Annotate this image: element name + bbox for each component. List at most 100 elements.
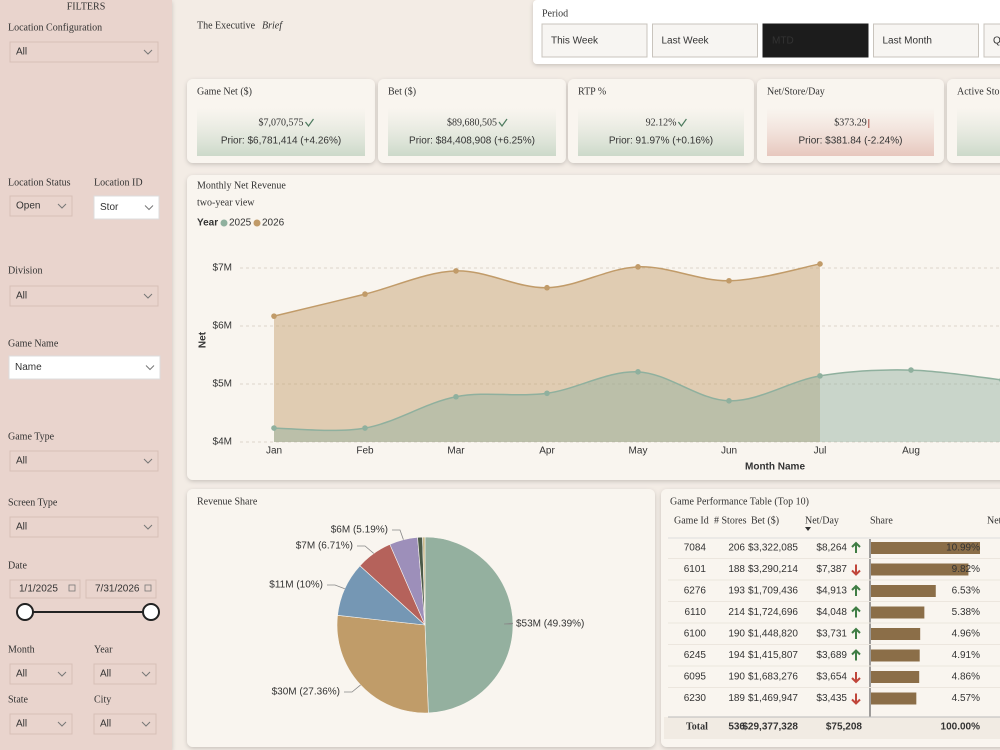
chevron-icon [57, 671, 67, 677]
kpi-value: $373.29 [834, 117, 867, 128]
kpi-label: RTP % [578, 86, 606, 97]
kpi-trend-icon [498, 118, 508, 128]
dropdown[interactable] [9, 663, 73, 685]
cell: 6.53% [952, 586, 980, 597]
filter-label: Year [94, 644, 113, 655]
dropdown[interactable] [9, 713, 73, 735]
period-button[interactable] [652, 23, 758, 58]
share-bar [871, 649, 920, 662]
period-button-label: This Week [551, 36, 599, 47]
kpi-label: Active Sto [957, 86, 1000, 97]
total-cell: $29,377,328 [742, 722, 798, 733]
calendar-icon [144, 584, 152, 592]
data-point [362, 425, 368, 431]
search-box[interactable] [93, 195, 160, 220]
chevron-icon [144, 205, 154, 211]
pie-label: $6M (5.19%) [331, 525, 388, 536]
cell: $1,415,807 [748, 650, 798, 661]
period-button-label: Q [993, 36, 1000, 47]
cell: $1,724,696 [748, 607, 798, 618]
dropdown[interactable] [9, 285, 159, 307]
kpi-sparkline-band [197, 108, 365, 156]
leader-line [503, 622, 514, 625]
pie-label: $53M (49.39%) [516, 619, 584, 630]
dropdown[interactable] [9, 41, 159, 63]
period-button[interactable] [762, 23, 869, 58]
dropdown[interactable] [93, 663, 157, 685]
cell: 189 [728, 693, 745, 704]
filter-value: All [16, 47, 27, 58]
dropdown[interactable] [9, 450, 159, 472]
kpi-prior: Prior: $6,781,414 (+4.26%) [221, 136, 341, 147]
date-value: 1/1/2025 [19, 584, 58, 595]
cell: 9.82% [952, 564, 980, 575]
filter-value: All [16, 522, 27, 533]
cell: 6110 [684, 607, 706, 618]
period-button-label: Last Month [883, 36, 932, 47]
cell: $8,264 [816, 543, 847, 554]
cell: $1,709,436 [748, 586, 798, 597]
cell: 4.91% [952, 650, 980, 661]
data-point [817, 373, 823, 379]
trend-arrow [851, 672, 861, 684]
trend-arrow [851, 627, 861, 639]
data-point [453, 268, 459, 274]
chevron-icon [143, 293, 153, 299]
dropdown[interactable] [9, 195, 73, 217]
cell: 10.99% [946, 543, 980, 554]
x-tick-label: Jul [814, 446, 827, 457]
leader-line [344, 684, 361, 693]
share-bar [871, 542, 980, 554]
kpi-prior: Prior: 91.97% (+0.16%) [609, 136, 713, 147]
period-button[interactable] [541, 23, 648, 58]
chevron-icon [141, 671, 151, 677]
leader-line [327, 584, 345, 590]
filter-label: Date [8, 560, 27, 571]
kpi-value: $89,680,505 [447, 117, 497, 128]
date-input[interactable] [9, 579, 81, 599]
legend-marker [253, 219, 261, 227]
period-button[interactable] [983, 23, 1000, 58]
dropdown[interactable] [9, 516, 159, 538]
date-slider-handle[interactable] [142, 603, 160, 621]
calendar-icon [68, 584, 76, 592]
legend-title: Year [197, 218, 218, 229]
cell: 194 [728, 650, 745, 661]
data-point [544, 284, 550, 291]
data-point [635, 369, 641, 375]
cell: 4.86% [952, 672, 980, 683]
cell: 5.38% [952, 607, 980, 618]
data-point [544, 390, 550, 397]
cell: $3,290,214 [748, 564, 798, 575]
data-point [362, 291, 368, 297]
cell: $4,048 [816, 607, 847, 618]
data-point [817, 261, 823, 267]
trend-arrow [851, 649, 861, 661]
x-axis-label: Month Name [745, 462, 805, 473]
period-button[interactable] [873, 23, 979, 58]
cell: 6245 [684, 650, 707, 661]
cell: 6276 [684, 586, 707, 597]
cell: 6095 [684, 672, 707, 683]
total-cell: Total [686, 721, 708, 732]
chevron-icon [145, 365, 155, 371]
search-box[interactable] [8, 355, 161, 380]
date-slider-handle[interactable] [16, 603, 34, 621]
filter-label: Month [8, 644, 35, 655]
kpi-sparkline-band [957, 108, 1000, 156]
share-bar [871, 692, 917, 705]
date-input[interactable] [85, 579, 157, 599]
kpi-trend-icon [677, 118, 687, 128]
x-tick-label: May [629, 446, 648, 457]
trend-arrow [851, 541, 861, 553]
cell: $3,322,085 [748, 543, 798, 554]
pie-label: $30M (27.36%) [272, 687, 340, 698]
data-point [726, 277, 732, 284]
filter-value: All [100, 719, 111, 730]
column-header: # Stores [714, 515, 747, 526]
dropdown[interactable] [93, 713, 157, 735]
filter-label: Location Configuration [8, 22, 102, 33]
filter-value: Stor [100, 202, 119, 213]
filter-label: Location ID [94, 177, 143, 188]
